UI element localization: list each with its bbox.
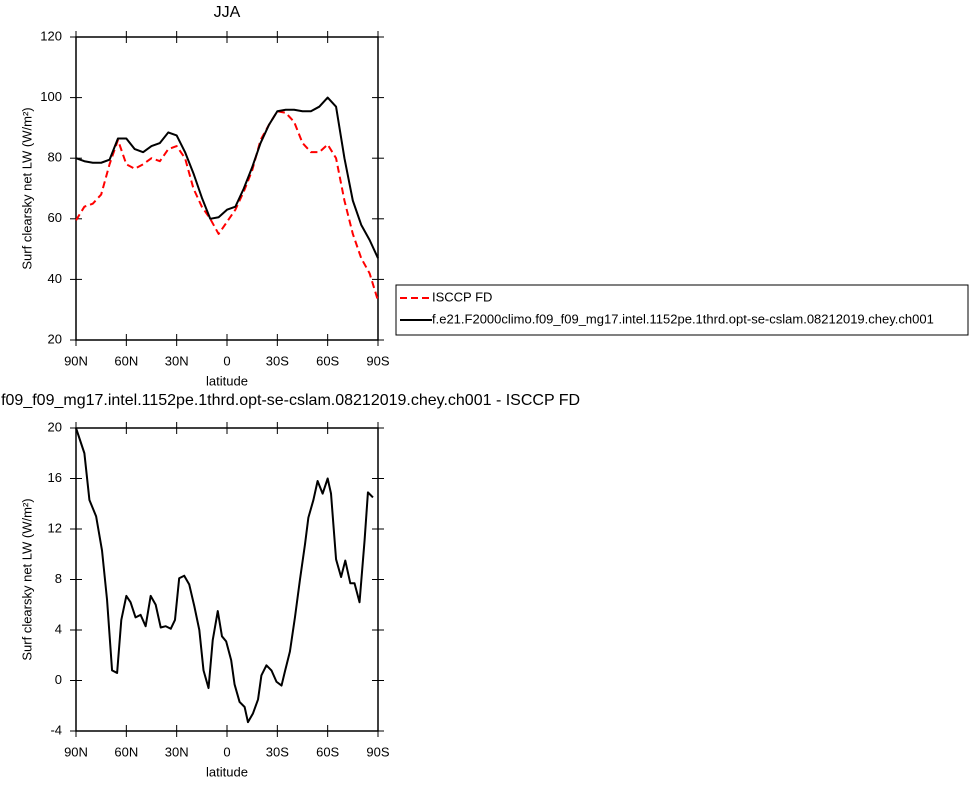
data-line [75, 96, 379, 259]
x-tick-label: 30N [165, 353, 189, 368]
y-axis-label: Surf clearsky net LW (W/m²) [19, 498, 34, 660]
chart-title: JJA [214, 4, 241, 21]
y-tick-label: 0 [55, 672, 62, 687]
x-tick-label: 0 [223, 744, 230, 759]
x-tick-label: 90N [64, 353, 88, 368]
data-line [75, 427, 374, 724]
plot-frame [75, 36, 379, 341]
y-axis-label: Surf clearsky net LW (W/m²) [19, 107, 34, 269]
x-axis-label: latitude [206, 764, 248, 779]
x-tick-label: 30S [266, 744, 289, 759]
x-tick-label: 90S [366, 744, 389, 759]
legend-label: ISCCP FD [432, 289, 492, 304]
x-tick-label: 60S [316, 353, 339, 368]
x-tick-label: 60S [316, 744, 339, 759]
y-tick-label: 40 [48, 271, 62, 286]
x-tick-label: 30S [266, 353, 289, 368]
y-tick-label: 120 [40, 28, 62, 43]
x-tick-label: 60N [114, 353, 138, 368]
y-tick-label: 12 [48, 520, 62, 535]
x-tick-label: 60N [114, 744, 138, 759]
y-tick-label: 20 [48, 419, 62, 434]
legend-box [395, 284, 969, 336]
y-tick-label: 8 [55, 571, 62, 586]
y-tick-label: 16 [48, 470, 62, 485]
y-tick-label: 4 [55, 621, 62, 636]
x-tick-label: 0 [223, 353, 230, 368]
y-tick-label: -4 [50, 722, 62, 737]
y-tick-label: 20 [48, 331, 62, 346]
x-tick-label: 30N [165, 744, 189, 759]
y-tick-label: 100 [40, 89, 62, 104]
data-line [75, 110, 379, 301]
y-tick-label: 60 [48, 210, 62, 225]
plot-frame [75, 427, 379, 732]
chart-title: f.e21.F2000climo.f09_f09_mg17.intel.1152… [0, 392, 580, 409]
x-tick-label: 90S [366, 353, 389, 368]
x-axis-label: latitude [206, 373, 248, 388]
x-tick-label: 90N [64, 744, 88, 759]
legend-label: f.e21.F2000climo.f09_f09_mg17.intel.1152… [432, 311, 934, 326]
y-tick-label: 80 [48, 150, 62, 165]
